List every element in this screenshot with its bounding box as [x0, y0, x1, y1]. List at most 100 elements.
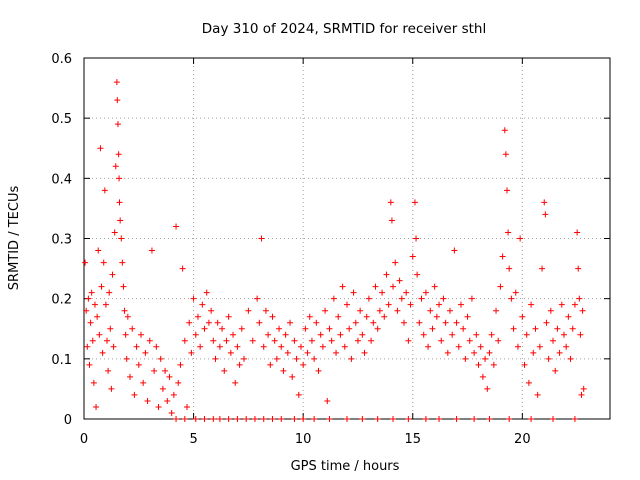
data-point: [311, 355, 318, 362]
data-point: [256, 319, 263, 326]
data-point: [225, 416, 232, 422]
data-point: [488, 331, 495, 338]
data-point: [464, 313, 471, 320]
data-point: [503, 187, 510, 194]
data-point: [97, 145, 104, 152]
y-tick-label: 0.4: [51, 172, 72, 187]
data-point: [471, 349, 478, 356]
data-point: [96, 331, 103, 338]
data-point: [344, 301, 350, 308]
data-point: [240, 355, 247, 362]
data-point: [425, 343, 432, 350]
data-point: [94, 313, 101, 320]
data-point: [542, 211, 549, 218]
data-point: [346, 325, 353, 332]
data-point: [219, 325, 226, 332]
data-point: [95, 247, 102, 254]
data-point: [324, 397, 331, 404]
data-point: [278, 416, 285, 422]
data-point: [236, 361, 243, 368]
data-point: [232, 379, 239, 386]
data-point: [146, 337, 153, 344]
data-point: [166, 373, 173, 380]
data-point: [490, 361, 497, 368]
data-point: [273, 355, 280, 362]
x-tick-label: 0: [80, 432, 88, 447]
data-point: [497, 283, 504, 290]
data-point: [114, 121, 121, 128]
data-point: [416, 319, 423, 326]
data-point: [251, 416, 258, 422]
data-point: [565, 313, 572, 320]
data-point: [82, 259, 89, 266]
data-point: [108, 385, 115, 392]
data-point: [501, 127, 508, 134]
data-point: [267, 361, 274, 368]
data-point: [436, 416, 443, 422]
data-point: [304, 349, 311, 356]
data-point: [532, 325, 539, 332]
grid-lines: [84, 58, 610, 419]
data-point: [528, 301, 535, 308]
data-point: [547, 307, 554, 314]
data-point: [383, 271, 390, 278]
data-point: [545, 355, 552, 362]
data-point: [280, 367, 287, 374]
data-point: [442, 319, 449, 326]
data-point: [499, 253, 506, 260]
data-point: [574, 229, 581, 236]
data-point: [394, 307, 401, 314]
data-point: [359, 331, 366, 338]
data-point: [179, 265, 186, 272]
data-point: [473, 331, 480, 338]
data-point: [484, 385, 491, 392]
data-point: [308, 337, 315, 344]
data-point: [188, 349, 195, 356]
data-point: [381, 313, 388, 320]
data-point: [486, 349, 493, 356]
data-point: [348, 355, 355, 362]
data-point: [289, 373, 296, 380]
data-point: [388, 217, 395, 224]
data-point: [260, 416, 267, 422]
y-tick-labels: 0 0.1 0.2 0.3 0.4 0.5 0.6: [51, 52, 72, 428]
data-point: [528, 416, 535, 422]
data-point: [328, 337, 335, 344]
data-point: [269, 313, 276, 320]
data-point: [99, 349, 106, 356]
data-point: [390, 416, 397, 422]
data-point: [575, 265, 582, 272]
data-point: [580, 385, 587, 392]
data-point: [576, 295, 583, 302]
data-point: [517, 235, 524, 242]
data-point: [212, 355, 219, 362]
data-point: [260, 343, 267, 350]
data-point: [560, 331, 567, 338]
data-point: [278, 343, 285, 350]
data-point: [372, 283, 379, 290]
data-point: [262, 307, 269, 314]
axis-ticks: [83, 57, 610, 420]
data-point: [223, 337, 230, 344]
data-point: [403, 289, 410, 296]
x-tick-label: 5: [189, 432, 197, 447]
data-point: [482, 355, 489, 362]
data-point: [405, 416, 412, 422]
y-axis-label: SRMTID / TECUs: [7, 186, 22, 291]
data-point: [86, 361, 93, 368]
data-point: [396, 277, 403, 284]
data-point: [157, 355, 164, 362]
data-point: [541, 199, 548, 206]
data-point: [133, 343, 140, 350]
data-point: [91, 301, 98, 308]
data-point: [221, 367, 228, 374]
data-point: [493, 307, 500, 314]
data-point: [550, 337, 557, 344]
data-point: [271, 337, 278, 344]
data-point: [83, 307, 90, 314]
data-point: [449, 331, 456, 338]
data-point: [370, 319, 377, 326]
data-point: [392, 259, 399, 266]
data-point: [123, 355, 130, 362]
